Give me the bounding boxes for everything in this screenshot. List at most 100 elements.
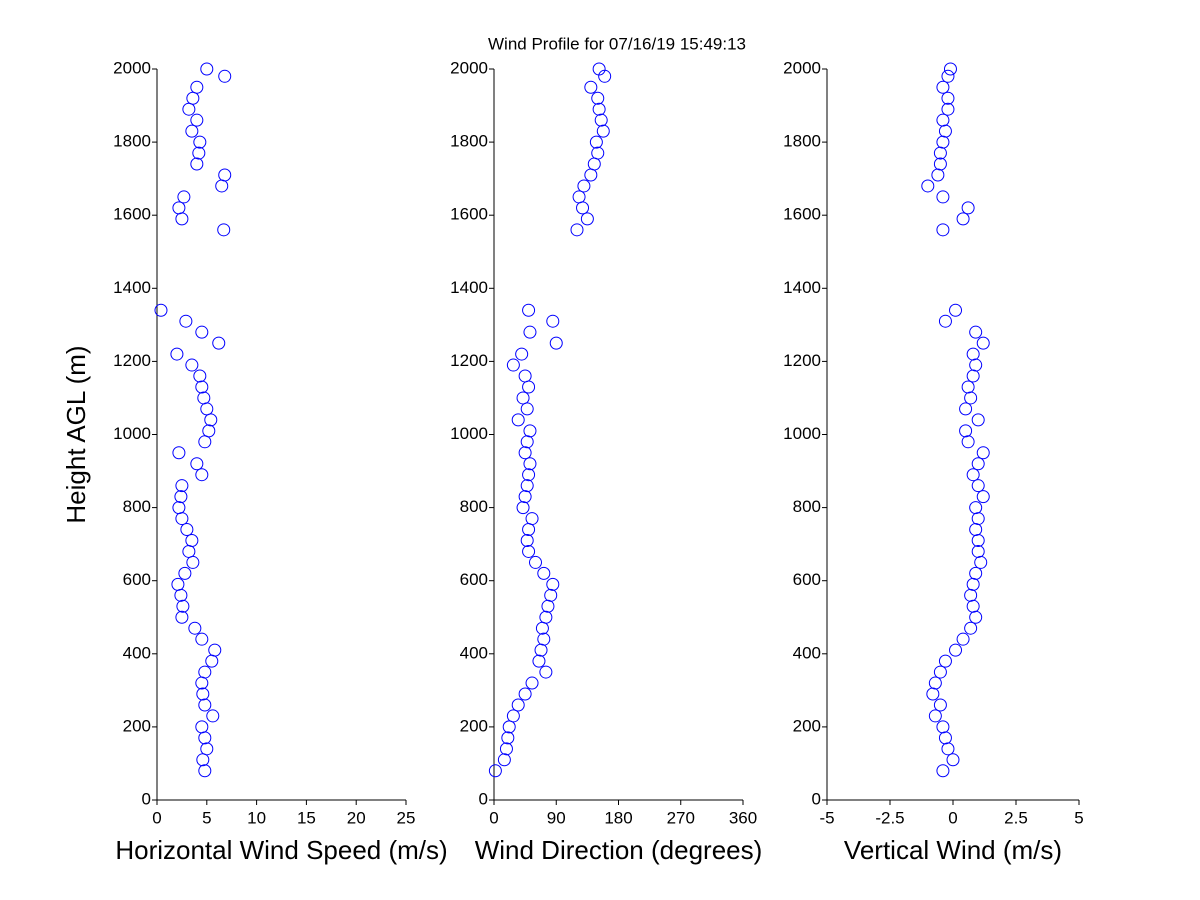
y-tick-label: 600 (123, 570, 151, 589)
marker (933, 698, 947, 712)
marker (196, 753, 210, 767)
marker (520, 435, 534, 449)
marker (182, 102, 196, 116)
y-tick-label: 1600 (450, 205, 488, 224)
marker (936, 113, 950, 127)
marker (941, 69, 955, 83)
marker (522, 544, 536, 558)
marker (961, 201, 975, 215)
y-tick-label: 200 (793, 716, 821, 735)
marker (956, 632, 970, 646)
x-tick-label: -2.5 (875, 808, 904, 827)
marker (589, 135, 603, 149)
marker (928, 676, 942, 690)
marker (518, 446, 532, 460)
marker (188, 621, 202, 635)
marker (195, 380, 209, 394)
marker (928, 709, 942, 723)
marker (497, 753, 511, 767)
x-tick-label: 25 (397, 808, 416, 827)
marker (580, 212, 594, 226)
marker (921, 179, 935, 193)
marker (931, 168, 945, 182)
x-tick-label: 2.5 (1004, 808, 1028, 827)
marker (966, 369, 980, 383)
marker (175, 212, 189, 226)
marker (546, 314, 560, 328)
marker (217, 223, 231, 237)
marker (938, 314, 952, 328)
marker (529, 555, 542, 569)
marker (198, 435, 212, 449)
marker (525, 512, 539, 526)
marker (961, 435, 975, 449)
marker (177, 190, 191, 204)
marker (549, 336, 563, 350)
marker (936, 190, 950, 204)
y-tick-label: 1800 (450, 132, 488, 151)
marker (523, 325, 537, 339)
marker (204, 413, 218, 427)
marker (186, 91, 200, 105)
y-tick-label: 1800 (783, 132, 821, 151)
y-tick-label: 1000 (113, 424, 151, 443)
y-tick-label: 1600 (113, 205, 151, 224)
marker (971, 544, 985, 558)
marker (936, 80, 950, 94)
marker (941, 102, 955, 116)
marker (195, 720, 209, 734)
x-tick-label: 5 (1074, 808, 1083, 827)
marker (971, 533, 985, 547)
marker (185, 358, 199, 372)
marker (576, 201, 590, 215)
marker (202, 424, 216, 438)
marker (941, 742, 955, 756)
marker (949, 643, 963, 657)
marker (966, 577, 980, 591)
marker (520, 533, 534, 547)
marker (936, 764, 950, 778)
marker (522, 303, 536, 317)
y-tick-label: 400 (123, 643, 151, 662)
marker (969, 566, 983, 580)
marker (499, 742, 513, 756)
marker (172, 201, 186, 215)
marker (938, 731, 952, 745)
marker (178, 566, 192, 580)
marker (186, 555, 200, 569)
marker (198, 698, 212, 712)
marker (535, 621, 549, 635)
marker (175, 479, 189, 493)
marker (936, 223, 950, 237)
marker (976, 336, 990, 350)
y-tick-label: 1000 (450, 424, 488, 443)
x-tick-label: 180 (604, 808, 632, 827)
marker (190, 457, 204, 471)
marker (591, 91, 605, 105)
marker (208, 643, 222, 657)
x-tick-label: 0 (489, 808, 498, 827)
marker (516, 501, 530, 515)
marker (175, 512, 189, 526)
marker (525, 676, 539, 690)
y-tick-label: 2000 (113, 58, 151, 77)
marker (532, 654, 546, 668)
marker (936, 720, 950, 734)
y-tick-label: 2000 (450, 58, 488, 77)
marker (539, 665, 553, 679)
marker (190, 157, 204, 171)
marker (502, 720, 516, 734)
x-tick-label: 5 (202, 808, 211, 827)
marker (933, 146, 947, 160)
marker (520, 402, 534, 416)
marker (546, 577, 560, 591)
marker (969, 325, 983, 339)
marker (185, 533, 199, 547)
marker (969, 523, 983, 537)
marker (179, 314, 193, 328)
marker (195, 325, 209, 339)
y-tick-label: 1200 (783, 351, 821, 370)
marker (941, 91, 955, 105)
y-tick-label: 600 (793, 570, 821, 589)
y-tick-label: 800 (123, 497, 151, 516)
